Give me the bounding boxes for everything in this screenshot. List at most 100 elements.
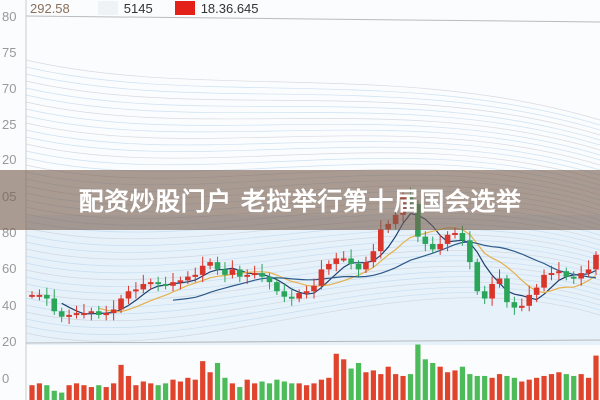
candle [489,276,495,306]
background-line [25,66,600,126]
volume-bar [252,383,258,400]
candle-body [296,293,302,299]
candle [66,309,72,324]
candle-body [333,258,340,264]
candle [444,231,451,252]
candle-body [570,276,577,279]
candle-body [377,229,384,252]
y-tick-label: 60 [2,261,17,276]
candle [259,263,265,283]
candle [110,300,117,321]
candle [563,267,570,281]
volume-bar [541,375,547,400]
candle-body [51,298,58,312]
candle-body [170,282,176,286]
title-banner: 配资炒股门户 老挝举行第十届国会选举 [0,170,600,230]
candle-body [229,269,236,275]
y-tick-label: 25 [2,117,17,132]
volume-bar [489,377,495,400]
volume-bar [318,379,325,400]
background-line [25,286,600,329]
candle-body [288,296,295,299]
legend-value-2: 5145 [123,0,153,16]
candle [125,285,132,304]
volume-bar [259,381,265,400]
background-line [25,255,600,287]
background-line [25,143,600,181]
candle-body [251,273,258,276]
candle-body [266,276,273,283]
background-line [25,136,600,176]
candle-body [348,258,354,264]
volume-bar [73,383,80,400]
volume-bar [125,375,132,400]
background-line [25,108,600,156]
candle [355,260,362,277]
candle [29,291,35,299]
volume-bar [393,374,399,400]
y-tick-label: 40 [2,298,17,313]
candle [88,307,95,321]
candle-body [363,262,369,270]
candle-body [429,243,436,250]
candle [593,251,599,275]
background-line [25,122,600,166]
candle [370,243,377,268]
volume-bar [593,355,599,400]
volume-bar [363,372,369,400]
candle [541,269,547,292]
volume-bar [496,374,503,400]
volume-bar [311,383,317,400]
candle-body [29,294,35,297]
candle-body [155,282,161,285]
volume-bar [44,385,50,400]
candle [363,256,369,274]
candle [44,287,50,306]
volume-bar [200,361,206,400]
candle-body [44,294,50,299]
candle [58,307,65,323]
candle-body [467,240,473,263]
volume-bar [511,377,517,400]
candle-body [207,262,213,266]
legend-swatch-2 [97,1,118,15]
volume-bar [266,383,273,400]
top-axis-line [25,15,600,23]
volume-bar [88,387,94,400]
volume-bar [430,363,436,400]
candle [585,260,592,277]
volume-bar [407,374,414,400]
volume-bar [504,375,510,400]
candle [578,265,584,286]
background-line [25,59,600,121]
volume-bar [51,390,57,400]
page-title: 配资炒股门户 老挝举行第十届国会选举 [78,187,522,216]
candle [251,265,258,279]
candle [192,267,199,283]
candle-body [452,233,458,235]
candle-body [185,276,191,281]
volume-bar [444,372,451,400]
candle [326,260,332,275]
candle-body [133,289,139,292]
volume-bar [237,387,243,400]
candle [533,283,540,303]
background-line [25,239,600,267]
candle-body [533,287,540,295]
volume-bar [578,374,584,400]
candle-body [541,274,547,288]
candle-body [73,313,80,316]
volume-bar [140,381,146,400]
candle [429,236,436,254]
candle [95,305,102,319]
volume-bar [482,375,488,400]
candle [51,289,58,315]
candle-body [222,269,228,275]
background-line [25,80,600,136]
candle [229,260,236,279]
candle-body [496,278,503,284]
background-line [25,249,600,281]
candle-body [147,282,154,285]
candle-body [66,314,72,317]
candle-body [125,291,132,299]
